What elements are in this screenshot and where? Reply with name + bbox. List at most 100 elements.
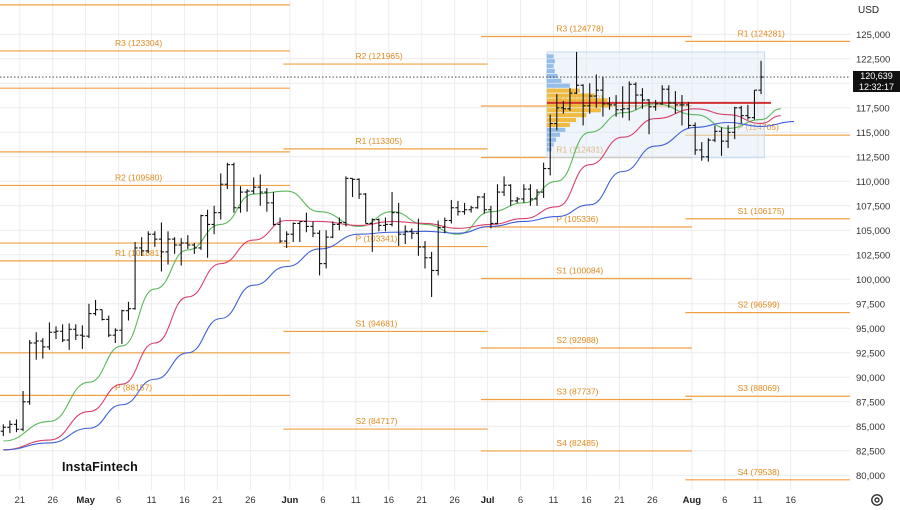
candle xyxy=(204,209,211,258)
candle xyxy=(172,237,178,254)
candle xyxy=(600,76,606,117)
pivot-level-label: R2 (109580) xyxy=(115,172,162,182)
x-tick-label: 6 xyxy=(722,495,727,506)
candle xyxy=(0,424,6,437)
pivot-level-label: S4 (82485) xyxy=(556,438,598,448)
y-tick-label: 80,000 xyxy=(856,471,885,482)
candles xyxy=(0,51,764,437)
candle xyxy=(224,162,230,190)
grid-lines xyxy=(0,0,850,490)
candle xyxy=(554,94,560,131)
volume-profile-bar xyxy=(546,83,570,88)
candle xyxy=(244,189,250,212)
candle xyxy=(428,251,435,297)
candle xyxy=(435,220,441,276)
candle xyxy=(139,237,145,256)
candle xyxy=(560,100,566,114)
candle xyxy=(613,95,619,117)
candle xyxy=(53,326,59,340)
candle xyxy=(7,420,13,434)
candle xyxy=(251,177,257,195)
candle xyxy=(415,218,422,256)
pivot-level-label: S1 (106175) xyxy=(738,206,785,216)
y-tick-label: 122,500 xyxy=(856,54,890,65)
candle xyxy=(448,199,454,224)
candle xyxy=(330,221,336,239)
y-tick-label: 115,000 xyxy=(856,128,890,139)
x-tick-label: 21 xyxy=(416,495,427,506)
candle xyxy=(718,127,725,156)
candle xyxy=(567,88,573,111)
x-tick-label: 11 xyxy=(147,495,157,506)
candle xyxy=(303,212,309,233)
candle xyxy=(455,200,461,216)
pivot-level-label: S2 (92988) xyxy=(556,335,598,345)
pivot-level-label: S3 (87737) xyxy=(556,386,598,396)
candle xyxy=(92,299,99,316)
x-tick-label: 11 xyxy=(351,495,361,506)
candle-countdown: 12:32:17 xyxy=(858,81,895,92)
candle xyxy=(705,138,711,162)
candle xyxy=(310,221,316,238)
candle xyxy=(178,238,184,266)
y-axis[interactable]: 125,000122,500120,000117,500115,000112,5… xyxy=(856,30,890,482)
candle xyxy=(158,222,165,272)
candle xyxy=(132,242,138,310)
candle xyxy=(376,218,382,232)
candle xyxy=(501,176,507,196)
candle xyxy=(481,193,487,214)
candle xyxy=(363,193,369,224)
x-tick-label: Aug xyxy=(683,495,702,506)
candle xyxy=(356,178,362,199)
candle xyxy=(66,323,72,350)
pivot-level-label: P (88157) xyxy=(115,382,152,392)
candle xyxy=(751,89,758,120)
candle xyxy=(580,84,586,126)
volume-profile-bar xyxy=(546,73,558,78)
candle xyxy=(679,95,685,126)
currency-label[interactable]: USD xyxy=(858,5,880,16)
candle xyxy=(494,184,501,225)
y-tick-label: 100,000 xyxy=(856,275,890,286)
pivot-level-label: S2 (84717) xyxy=(355,416,397,426)
volume-profile-bar xyxy=(546,118,576,123)
candle xyxy=(86,303,92,339)
candle xyxy=(369,218,375,252)
candle xyxy=(593,74,599,108)
x-axis[interactable]: 21 26 May 6 11 16 21 26 Jun 6 11 16 21 26 Jul 6 11 16 21 26… xyxy=(14,495,796,506)
candle xyxy=(725,125,731,148)
y-tick-label: 125,000 xyxy=(856,30,890,41)
x-tick-label: Jun xyxy=(281,495,298,506)
settings-gear-icon[interactable] xyxy=(870,493,884,507)
x-tick-label: Jul xyxy=(481,495,495,506)
pivot-level-label: S1 (100084) xyxy=(556,265,603,275)
x-tick-label: 26 xyxy=(647,495,658,506)
pivot-level-label: P (105336) xyxy=(556,214,598,224)
x-tick-label: 26 xyxy=(245,495,256,506)
x-tick-label: 11 xyxy=(753,495,763,506)
candle xyxy=(40,338,46,359)
y-tick-label: 87,500 xyxy=(856,397,885,408)
candle xyxy=(73,324,79,341)
volume-profile-bar xyxy=(546,98,608,103)
candle xyxy=(112,328,118,343)
candle xyxy=(442,217,448,234)
candle xyxy=(541,162,547,198)
pivot-level-label: R3 (123304) xyxy=(115,38,162,48)
x-tick-label: 21 xyxy=(14,495,25,506)
candle xyxy=(284,231,290,248)
y-tick-label: 117,500 xyxy=(856,103,890,114)
candle xyxy=(409,228,415,240)
candle xyxy=(732,106,738,140)
candle xyxy=(264,188,270,212)
x-tick-label: 16 xyxy=(179,495,190,506)
volume-profile-bar xyxy=(546,108,601,113)
x-tick-label: 6 xyxy=(518,495,523,506)
last-price-value: 120,639 xyxy=(860,71,893,81)
x-tick-label: 16 xyxy=(581,495,592,506)
candle xyxy=(653,99,659,111)
x-tick-label: 6 xyxy=(116,495,121,506)
candle xyxy=(712,125,718,143)
pivot-level-label: R2 (117682) xyxy=(556,93,603,103)
